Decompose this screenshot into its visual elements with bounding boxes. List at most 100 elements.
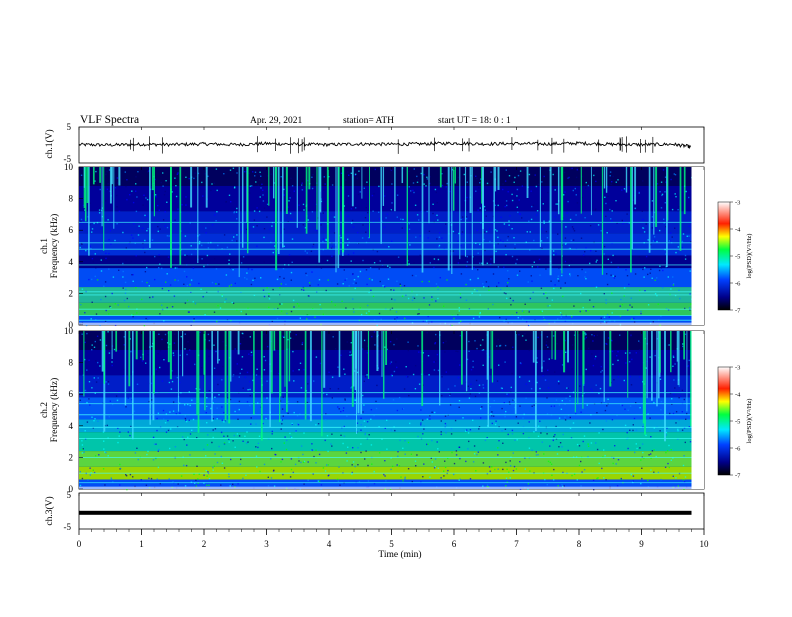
spectrogram-speckle [141, 298, 143, 301]
spectrogram-speckle [571, 368, 573, 370]
spectrogram-speckle [600, 371, 602, 373]
spectrogram-speckle [384, 427, 386, 429]
spectrogram-speckle [658, 263, 660, 265]
spectrogram-speckle [537, 435, 540, 437]
spectrogram-speckle [514, 406, 516, 409]
spectrogram-speckle [438, 236, 441, 238]
spectrogram-speckle [444, 415, 447, 417]
spectrogram-speckle [584, 271, 587, 273]
spectrogram-speckle [127, 431, 129, 433]
spectrogram-speckle [289, 212, 292, 215]
spectrogram-speckle [567, 414, 570, 417]
spectrogram-speckle [509, 465, 512, 467]
spectrogram-speckle [465, 460, 467, 463]
spectrogram-speckle [142, 204, 144, 206]
spectrogram-speckle [612, 363, 614, 366]
spectrogram-speckle [449, 394, 451, 397]
spectrogram-speckle [686, 413, 688, 415]
spectrogram-speckle [132, 274, 134, 276]
spectrogram-speckle [584, 251, 586, 253]
spectrogram-speckle [612, 462, 614, 465]
spectrogram-speckle [678, 419, 680, 421]
spectrogram-speckle [489, 470, 491, 472]
spectrogram-speckle [255, 374, 258, 376]
spectrogram-speckle [109, 229, 111, 232]
spectrogram-speckle [303, 209, 305, 211]
spectrogram-speckle [651, 227, 653, 229]
spectrogram-speckle [148, 285, 150, 287]
spectrogram-speckle [308, 415, 311, 417]
spectrogram-speckle [634, 273, 637, 275]
spectrogram-speckle [472, 461, 475, 463]
spectrogram-speckle [396, 194, 399, 196]
spectrogram-speckle [214, 453, 216, 455]
spectrogram-speckle [277, 307, 279, 310]
spectrogram-speckle [263, 261, 265, 263]
spectrogram-speckle [613, 261, 615, 264]
spectrogram-speckle [664, 176, 667, 178]
spectrogram-speckle [158, 256, 161, 258]
spectrogram-speckle [528, 309, 530, 312]
spectrogram-speckle [295, 430, 297, 433]
spectrogram-speckle [136, 447, 138, 449]
spectrogram-speckle [657, 471, 660, 474]
spectrogram-speckle [164, 333, 167, 336]
spectrogram-speckle [624, 352, 627, 354]
spectrogram-speckle [569, 400, 571, 402]
spectrogram-speckle [437, 286, 439, 288]
spectrogram-speckle [470, 388, 472, 390]
spectrogram-speckle [291, 422, 293, 425]
spectrogram-speckle [213, 344, 215, 346]
spectrogram-speckle [558, 383, 560, 385]
colorbar-tick-label: -7 [735, 308, 741, 315]
spectrogram-speckle [394, 318, 396, 320]
spectrogram-speckle [247, 441, 249, 443]
spectrogram-speckle [167, 256, 170, 258]
spectrogram-speckle [327, 279, 329, 281]
spectrogram-speckle [250, 417, 252, 419]
spectrogram-speckle [491, 411, 493, 413]
spectrogram-speckle [468, 440, 470, 443]
spectrogram-speckle [471, 292, 473, 294]
spectrogram-speckle [355, 207, 357, 209]
spectrogram-speckle [628, 361, 631, 363]
spectrogram-speckle [225, 201, 227, 203]
spectrogram-band [79, 419, 692, 433]
spectrogram-speckle [285, 448, 288, 451]
spectrogram-speckle [425, 185, 427, 187]
spectrogram-speckle [375, 407, 378, 410]
freq-tick-label: 8 [69, 358, 74, 368]
spectrogram-speckle [583, 435, 586, 437]
spectrogram-speckle [347, 446, 349, 448]
spectrogram-speckle [91, 416, 93, 418]
spectrogram-speckle [497, 236, 499, 239]
ch1-colorbar: -3-4-5-6-7 log(PSD)(V²/Hz) [717, 200, 753, 315]
spectrogram-speckle [290, 218, 292, 221]
spectrogram-speckle [338, 408, 340, 410]
spectrogram-speckle [638, 256, 641, 258]
spectrogram-speckle [511, 433, 514, 435]
spectrogram-speckle [152, 459, 155, 461]
spectrogram-speckle [620, 477, 622, 480]
spectrogram-speckle [524, 333, 526, 335]
spectrogram-speckle [595, 286, 598, 288]
spectrogram-speckle [263, 369, 266, 371]
spectrogram-speckle [212, 436, 214, 439]
spectrogram-speckle [507, 433, 509, 436]
spectrogram-speckle [478, 428, 480, 430]
spectrogram-speckle [436, 202, 438, 204]
spectrogram-speckle [252, 226, 255, 228]
spectrogram-speckle [91, 228, 94, 230]
spectrogram-speckle [546, 433, 548, 435]
spectrogram-speckle [249, 336, 251, 338]
spectrogram-speckle [206, 484, 208, 486]
spectrogram-speckle [558, 446, 560, 448]
spectrogram-speckle [567, 177, 570, 180]
spectrogram-speckle [435, 300, 437, 302]
spectrogram-speckle [640, 312, 642, 315]
spectrogram-speckle [190, 245, 192, 247]
spectrogram-speckle [455, 450, 458, 452]
spectrogram-speckle [484, 209, 486, 211]
spectrogram-speckle [428, 280, 430, 283]
spectrogram-speckle [137, 171, 139, 173]
